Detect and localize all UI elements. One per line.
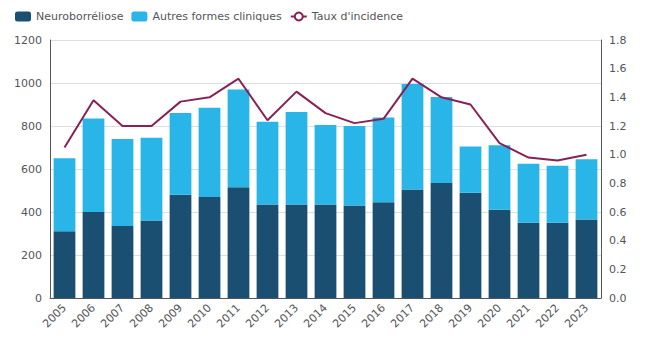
svg-text:2012: 2012 <box>243 301 272 330</box>
svg-text:2016: 2016 <box>359 301 388 330</box>
svg-text:2009: 2009 <box>156 301 185 330</box>
svg-text:2022: 2022 <box>533 301 562 330</box>
svg-text:2020: 2020 <box>475 301 504 330</box>
svg-text:2018: 2018 <box>417 301 446 330</box>
svg-text:2011: 2011 <box>214 301 243 330</box>
svg-text:1.8: 1.8 <box>609 34 627 47</box>
svg-text:2014: 2014 <box>301 301 330 330</box>
svg-text:Autres formes cliniques: Autres formes cliniques <box>152 10 282 23</box>
svg-text:2017: 2017 <box>388 301 417 330</box>
svg-text:2023: 2023 <box>562 301 591 330</box>
svg-text:0.4: 0.4 <box>609 234 627 247</box>
svg-text:1.6: 1.6 <box>609 62 627 75</box>
svg-text:800: 800 <box>21 120 42 133</box>
svg-text:600: 600 <box>21 163 42 176</box>
svg-text:0.2: 0.2 <box>609 263 627 276</box>
svg-text:2021: 2021 <box>504 301 533 330</box>
svg-text:0.0: 0.0 <box>609 292 627 305</box>
svg-text:400: 400 <box>21 206 42 219</box>
svg-text:2006: 2006 <box>69 301 98 330</box>
svg-text:2005: 2005 <box>40 301 69 330</box>
svg-text:1200: 1200 <box>14 34 42 47</box>
svg-text:2008: 2008 <box>127 301 156 330</box>
svg-text:2013: 2013 <box>272 301 301 330</box>
svg-text:Neuroborréliose: Neuroborréliose <box>36 10 124 23</box>
svg-text:0.6: 0.6 <box>609 206 627 219</box>
svg-text:2015: 2015 <box>330 301 359 330</box>
svg-text:1.4: 1.4 <box>609 91 627 104</box>
svg-text:1000: 1000 <box>14 77 42 90</box>
svg-text:Taux d'incidence: Taux d'incidence <box>311 10 404 23</box>
svg-text:0: 0 <box>35 292 42 305</box>
svg-text:200: 200 <box>21 249 42 262</box>
svg-text:1.0: 1.0 <box>609 148 627 161</box>
svg-text:0.8: 0.8 <box>609 177 627 190</box>
svg-text:2010: 2010 <box>185 301 214 330</box>
svg-text:2019: 2019 <box>446 301 475 330</box>
svg-text:1.2: 1.2 <box>609 120 627 133</box>
svg-text:2007: 2007 <box>98 301 127 330</box>
